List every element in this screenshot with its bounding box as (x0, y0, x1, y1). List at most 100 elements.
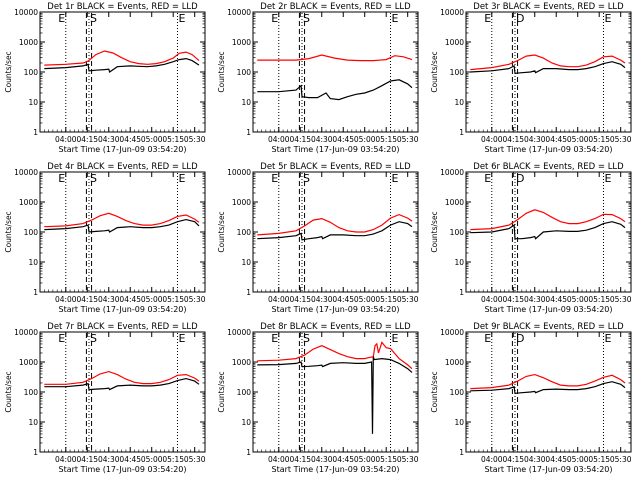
y-tick-label: 1000 (445, 38, 464, 47)
chart-title: Det 7r BLACK = Events, RED = LLD (47, 322, 198, 332)
series-line-lld (257, 54, 413, 62)
series-line-events (470, 221, 626, 240)
y-tick-label: 10000 (440, 168, 464, 177)
plot-frame (39, 331, 206, 453)
marker-letter: S (303, 332, 310, 345)
series-line-events (44, 377, 200, 391)
y-tick-label: 10000 (227, 328, 251, 337)
x-tick-label: 04:15 (76, 295, 98, 304)
x-tick-label: 04:30 (311, 295, 333, 304)
y-tick-label: 10 (454, 418, 464, 427)
x-tick-label: 04:00 (268, 295, 290, 304)
x-tick-label: 05:15 (375, 455, 397, 464)
chart-panel-7: Det 7r BLACK = Events, RED = LLD 1 10 100 10… (4, 322, 206, 474)
y-axis-label: Counts/sec (4, 51, 13, 92)
series-line-lld (470, 209, 626, 231)
x-tick-label: 05:00 (141, 295, 163, 304)
marker-letter: E (58, 172, 65, 185)
x-tick-label: 05:15 (588, 295, 610, 304)
plot-frame (252, 11, 419, 133)
marker-letter: E (484, 172, 491, 185)
series-line-lld (44, 370, 200, 385)
x-axis-label: Start Time (17-Jun-09 03:54:20) (272, 305, 400, 314)
x-tick-label: 04:00 (268, 135, 290, 144)
x-tick-label: 04:30 (98, 295, 120, 304)
x-tick-label: 04:30 (98, 455, 120, 464)
y-tick-label: 1 (459, 288, 464, 297)
y-tick-label: 10 (28, 258, 38, 267)
x-tick-label: 05:30 (184, 135, 206, 144)
marker-letter: D (516, 12, 524, 25)
y-tick-label: 1 (246, 448, 251, 457)
x-tick-label: 04:45 (119, 135, 141, 144)
x-tick-label: 05:00 (354, 135, 376, 144)
marker-letter: D (516, 172, 524, 185)
plot-frame (252, 171, 419, 293)
x-tick-label: 05:30 (610, 455, 632, 464)
y-tick-label: 10000 (14, 8, 38, 17)
x-axis-label: Start Time (17-Jun-09 03:54:20) (272, 465, 400, 474)
y-tick-label: 10 (28, 98, 38, 107)
y-tick-label: 100 (450, 68, 465, 77)
chart-panel-6: Det 6r BLACK = Events, RED = LLD 1 10 100 10… (430, 162, 632, 314)
chart-panel-4: Det 4r BLACK = Events, RED = LLD 1 10 100 10… (4, 162, 206, 314)
marker-letter: S (90, 172, 97, 185)
marker-letter: E (392, 332, 399, 345)
x-axis-label: Start Time (17-Jun-09 03:54:20) (485, 305, 613, 314)
marker-letter: E (392, 172, 399, 185)
x-axis-label: Start Time (17-Jun-09 03:54:20) (59, 305, 187, 314)
chart-panel-8: Det 8r BLACK = Events, RED = LLD 1 10 100 10… (217, 322, 419, 474)
y-tick-label: 10 (241, 98, 251, 107)
x-tick-label: 05:15 (588, 135, 610, 144)
y-tick-label: 10 (454, 98, 464, 107)
y-tick-label: 10 (241, 418, 251, 427)
chart-panel-9: Det 9r BLACK = Events, RED = LLD 1 10 100 10… (430, 322, 632, 474)
x-tick-label: 05:00 (567, 455, 589, 464)
marker-letter: E (605, 12, 612, 25)
y-tick-label: 100 (450, 228, 465, 237)
plot-frame (465, 11, 632, 133)
marker-letter: E (271, 12, 278, 25)
marker-letter: E (58, 12, 65, 25)
x-tick-label: 04:15 (76, 135, 98, 144)
series-line-events (470, 381, 626, 395)
y-tick-label: 10000 (440, 328, 464, 337)
x-axis-label: Start Time (17-Jun-09 03:54:20) (485, 145, 613, 154)
y-tick-label: 1000 (19, 358, 38, 367)
marker-letter: E (392, 12, 399, 25)
x-tick-label: 04:15 (502, 135, 524, 144)
chart-title: Det 6r BLACK = Events, RED = LLD (473, 162, 624, 172)
x-tick-label: 04:15 (502, 455, 524, 464)
x-tick-label: 05:15 (162, 135, 184, 144)
marker-letter: E (484, 12, 491, 25)
x-tick-label: 05:00 (354, 455, 376, 464)
chart-title: Det 3r BLACK = Events, RED = LLD (473, 2, 624, 12)
x-tick-label: 04:00 (481, 455, 503, 464)
x-tick-label: 04:15 (289, 135, 311, 144)
y-tick-label: 1000 (19, 38, 38, 47)
marker-letter: E (58, 332, 65, 345)
x-axis-label: Start Time (17-Jun-09 03:54:20) (272, 145, 400, 154)
x-tick-label: 04:15 (76, 455, 98, 464)
series-line-lld (44, 50, 200, 66)
y-tick-label: 10 (241, 258, 251, 267)
x-tick-label: 05:15 (375, 135, 397, 144)
y-tick-label: 10 (28, 418, 38, 427)
plot-frame (39, 11, 206, 133)
x-tick-label: 04:45 (119, 295, 141, 304)
x-tick-label: 05:15 (375, 295, 397, 304)
x-tick-label: 04:30 (524, 295, 546, 304)
marker-letter: E (271, 332, 278, 345)
x-tick-label: 05:30 (184, 295, 206, 304)
marker-letter: S (90, 332, 97, 345)
chart-title: Det 8r BLACK = Events, RED = LLD (260, 322, 411, 332)
x-tick-label: 04:30 (524, 455, 546, 464)
y-axis-label: Counts/sec (430, 211, 439, 252)
x-tick-label: 05:15 (162, 455, 184, 464)
y-tick-label: 10000 (227, 8, 251, 17)
x-tick-label: 04:15 (289, 455, 311, 464)
y-tick-label: 1 (33, 448, 38, 457)
y-axis-label: Counts/sec (4, 371, 13, 412)
marker-letter: E (179, 12, 186, 25)
y-axis-label: Counts/sec (217, 211, 226, 252)
